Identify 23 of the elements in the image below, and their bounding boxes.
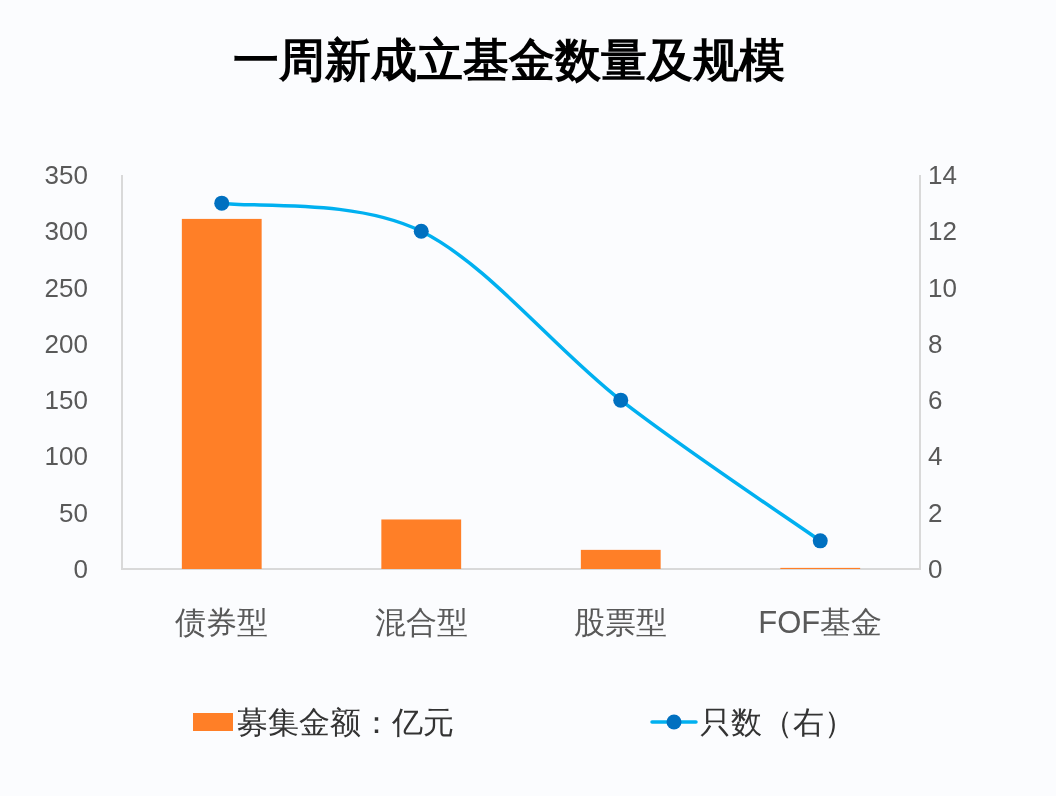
- ytick: 100: [44, 441, 88, 472]
- legend-label: 募集金额：亿元: [237, 704, 454, 740]
- ytick: 200: [44, 328, 88, 359]
- y2tick: 6: [928, 385, 943, 416]
- ytick: 300: [44, 216, 88, 247]
- xtick: 股票型: [574, 604, 668, 640]
- y2tick: 14: [928, 160, 957, 190]
- ytick: 150: [44, 385, 88, 416]
- y2tick: 0: [928, 554, 943, 584]
- ytick: 350: [44, 160, 88, 190]
- ytick: 250: [44, 272, 88, 303]
- xtick: FOF基金: [758, 604, 883, 640]
- y2tick: 4: [928, 441, 943, 472]
- y2tick: 2: [928, 497, 943, 528]
- y2tick: 10: [928, 272, 957, 303]
- xtick: 债券型: [175, 604, 269, 640]
- y2tick: 12: [928, 216, 957, 247]
- ytick: 0: [73, 554, 88, 584]
- legend-label: 只数（右）: [700, 704, 855, 740]
- ytick: 50: [59, 497, 88, 528]
- xtick: 混合型: [374, 604, 468, 640]
- y2tick: 8: [928, 328, 943, 359]
- title: 一周新成立基金数量及规模: [233, 34, 785, 86]
